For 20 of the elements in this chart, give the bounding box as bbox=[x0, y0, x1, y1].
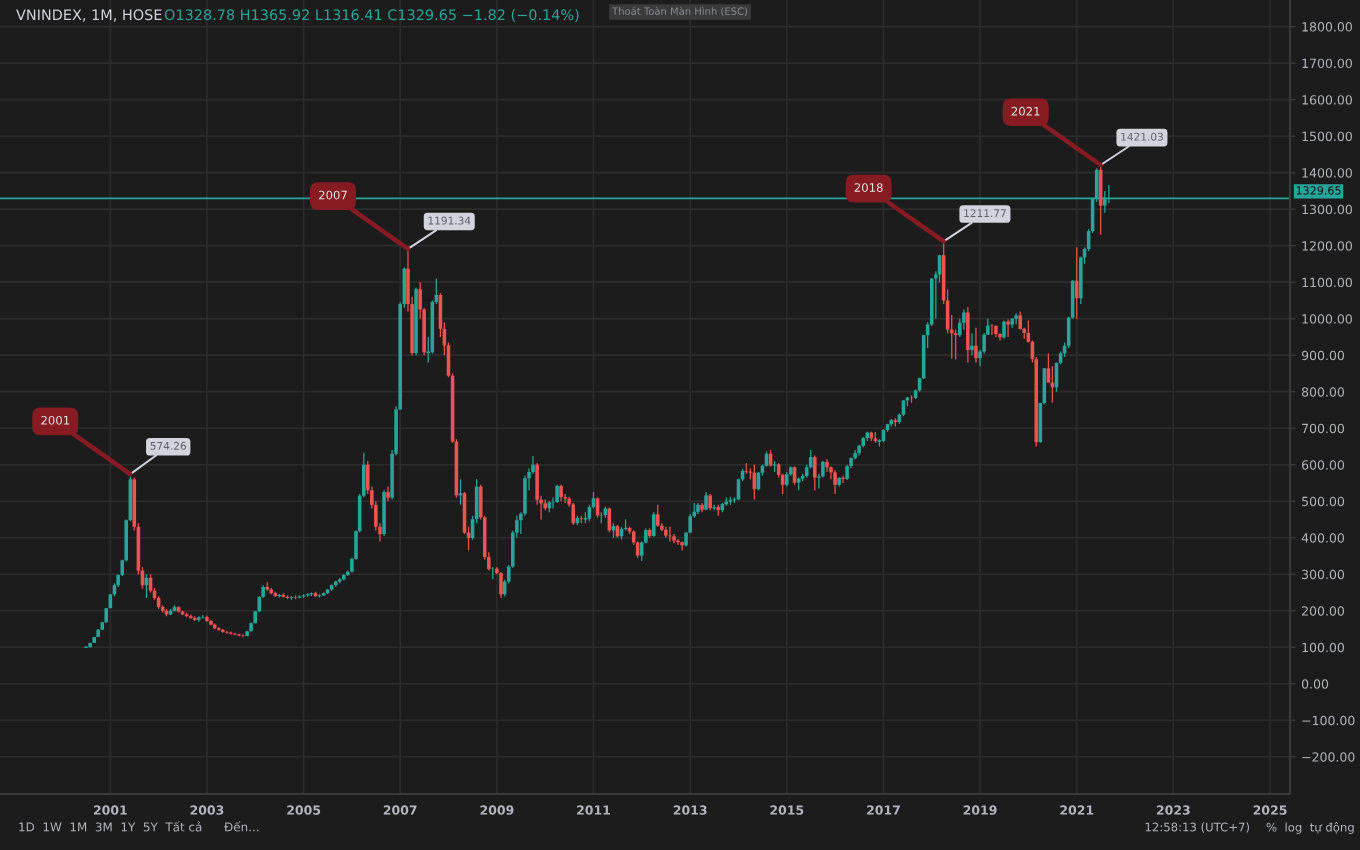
candlestick bbox=[970, 332, 974, 356]
candlestick bbox=[974, 327, 978, 364]
candlestick bbox=[962, 308, 966, 331]
candlestick bbox=[382, 489, 386, 537]
candlestick bbox=[680, 540, 684, 552]
candlestick bbox=[966, 306, 970, 364]
candlestick bbox=[1079, 256, 1083, 305]
candlestick bbox=[833, 469, 837, 495]
candlestick bbox=[652, 511, 656, 538]
candlestick bbox=[555, 484, 559, 504]
candlestick bbox=[813, 454, 817, 491]
candlestick bbox=[958, 318, 962, 338]
candlestick bbox=[1074, 246, 1079, 320]
candlestick bbox=[655, 504, 660, 528]
candlestick bbox=[1018, 310, 1023, 331]
candlestick bbox=[499, 571, 503, 599]
candlestick bbox=[712, 504, 716, 511]
candlestick bbox=[1006, 318, 1010, 338]
candlestick bbox=[1002, 319, 1006, 340]
candlestick bbox=[825, 458, 829, 473]
